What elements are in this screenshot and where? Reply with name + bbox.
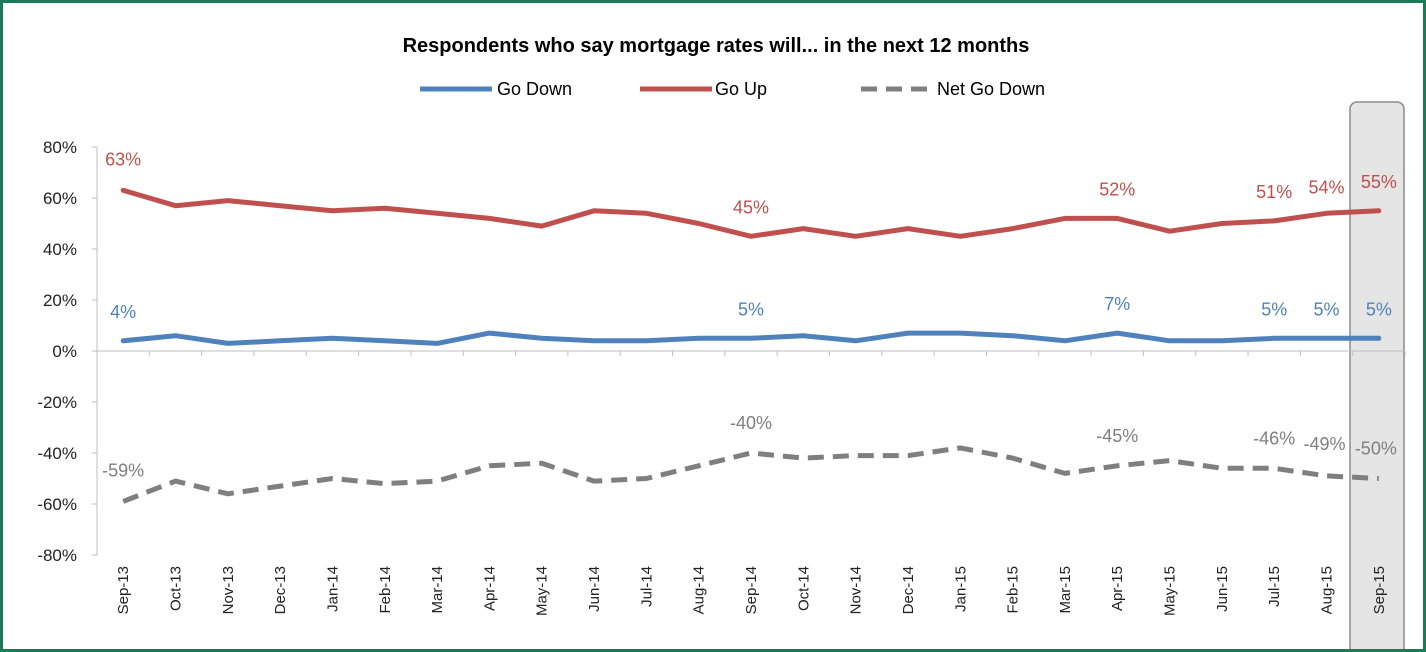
x-tick-label: May-15 bbox=[1162, 566, 1179, 616]
data-label: -45% bbox=[1096, 426, 1138, 446]
x-tick-label: Jan-14 bbox=[324, 566, 341, 612]
x-tick-label: Dec-14 bbox=[900, 566, 917, 614]
data-label: 5% bbox=[738, 299, 764, 319]
data-label: 5% bbox=[1261, 299, 1287, 319]
x-tick-label: May-14 bbox=[534, 566, 551, 616]
data-label: 63% bbox=[105, 149, 141, 169]
x-tick-label: Apr-14 bbox=[481, 566, 498, 611]
legend-label: Go Up bbox=[715, 79, 767, 99]
x-tick-label: Nov-13 bbox=[220, 566, 237, 614]
x-tick-label: Oct-13 bbox=[167, 566, 184, 611]
y-tick-label: 20% bbox=[43, 291, 77, 310]
y-tick-label: -80% bbox=[37, 546, 77, 565]
data-label: 54% bbox=[1309, 177, 1345, 197]
x-axis: Sep-13 Oct-13 Nov-13 Dec-13 Jan-14 Feb-14 Mar-… bbox=[96, 350, 1406, 616]
y-tick-label: -40% bbox=[37, 444, 77, 463]
data-label: 52% bbox=[1099, 179, 1135, 199]
data-label: 5% bbox=[1314, 299, 1340, 319]
x-tick-label: Jan-15 bbox=[952, 566, 969, 612]
x-tick-label: Sep-13 bbox=[115, 566, 132, 614]
x-tick-label: Feb-14 bbox=[377, 566, 394, 614]
chart-title: Respondents who say mortgage rates will.… bbox=[403, 35, 1030, 57]
y-tick-label: 80% bbox=[43, 138, 77, 157]
data-label: -50% bbox=[1355, 439, 1397, 459]
x-tick-label: Jun-14 bbox=[586, 566, 603, 612]
data-label: 4% bbox=[110, 302, 136, 322]
data-label: -40% bbox=[730, 413, 772, 433]
y-tick-label: 0% bbox=[52, 342, 77, 361]
x-tick-label: Apr-15 bbox=[1109, 566, 1126, 611]
data-label: -49% bbox=[1304, 434, 1346, 454]
data-label: 7% bbox=[1104, 294, 1130, 314]
y-tick-label: 60% bbox=[43, 189, 77, 208]
x-tick-label: Aug-15 bbox=[1319, 566, 1336, 614]
legend-label: Net Go Down bbox=[937, 79, 1045, 99]
x-tick-label: Feb-15 bbox=[1005, 566, 1022, 614]
x-tick-label: Jul-14 bbox=[638, 566, 655, 607]
x-tick-label: Jul-15 bbox=[1266, 566, 1283, 607]
legend: Go Down Go Up Net Go Down bbox=[420, 79, 1045, 99]
data-label: -46% bbox=[1253, 428, 1295, 448]
x-tick-label: Jun-15 bbox=[1214, 566, 1231, 612]
x-tick-label: Sep-14 bbox=[743, 566, 760, 614]
y-tick-label: -60% bbox=[37, 495, 77, 514]
x-tick-label: Nov-14 bbox=[848, 566, 865, 614]
x-tick-label: Mar-15 bbox=[1057, 566, 1074, 614]
line-chart: Respondents who say mortgage rates will.… bbox=[37, 35, 1406, 649]
series-layer bbox=[120, 187, 1382, 504]
legend-label: Go Down bbox=[497, 79, 572, 99]
y-axis: 80% 60% 40% 20% 0% -20% -40% -60% -80% bbox=[37, 138, 98, 565]
y-tick-label: 40% bbox=[43, 240, 77, 259]
data-label: 5% bbox=[1366, 299, 1392, 319]
data-label: -59% bbox=[102, 460, 144, 480]
data-label: 55% bbox=[1361, 172, 1397, 192]
x-tick-label: Dec-13 bbox=[272, 566, 289, 614]
x-tick-label: Mar-14 bbox=[429, 566, 446, 614]
highlight-box bbox=[1349, 101, 1405, 649]
x-tick-label: Oct-14 bbox=[795, 566, 812, 611]
x-tick-label: Sep-15 bbox=[1371, 566, 1388, 614]
x-tick-label: Aug-14 bbox=[691, 566, 708, 614]
data-label: 51% bbox=[1256, 182, 1292, 202]
data-labels: 4% 5% 7% 5% 5% 5% 63% 45% 52% 51% 54% 55% -59% -40% -4… bbox=[102, 149, 1397, 480]
data-label: 45% bbox=[733, 197, 769, 217]
y-tick-label: -20% bbox=[37, 393, 77, 412]
series-line-net-go-down bbox=[122, 445, 1379, 504]
